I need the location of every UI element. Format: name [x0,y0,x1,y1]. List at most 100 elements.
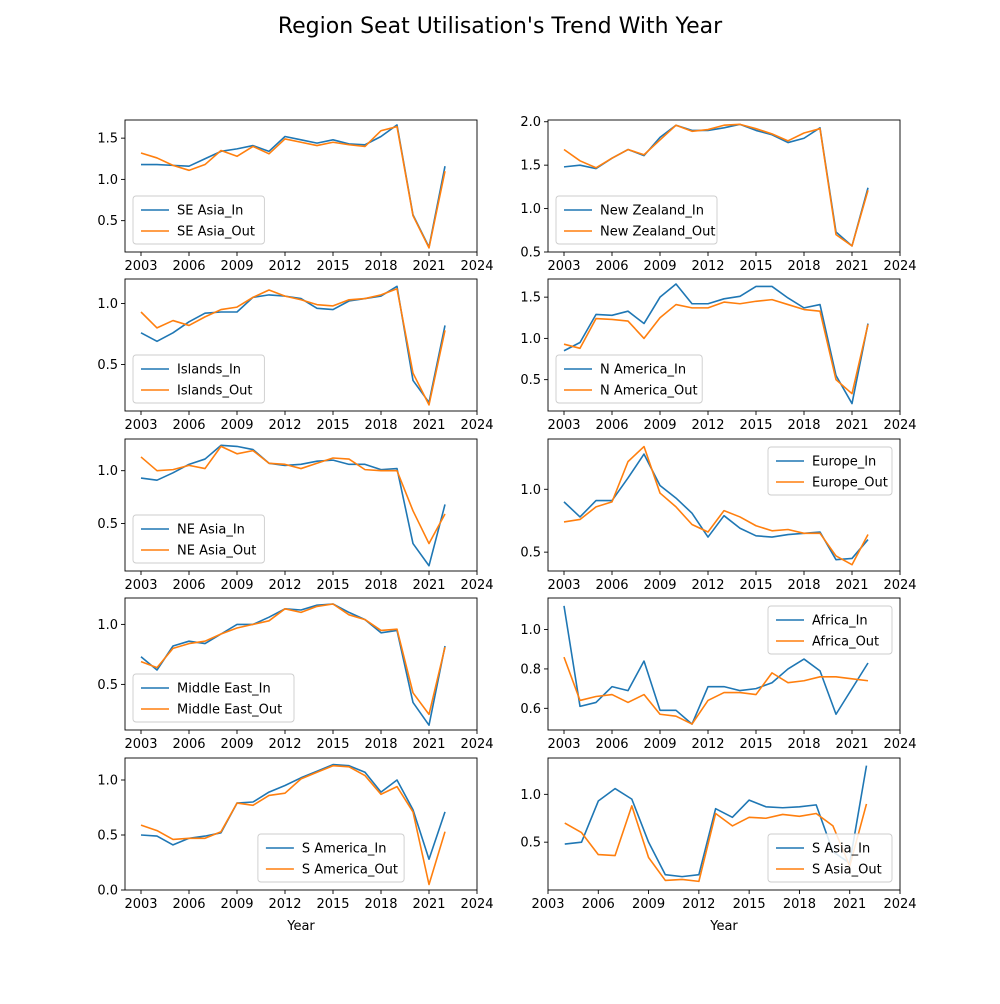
x-tick-label: 2021 [833,897,866,912]
x-tick-label: 2009 [220,259,253,274]
series-line-africa-out [563,656,869,725]
series-line-africa-in [563,605,869,725]
x-tick-label: 2009 [220,737,253,752]
x-tick-label: 2018 [364,737,397,752]
x-tick-label: 2003 [547,578,580,593]
x-tick-label: 2015 [739,737,772,752]
subplot-1: 2003 2006 2009 2012 2015 2018 2021 2024 0.5 1.0 1.… [97,119,494,274]
legend-box [767,605,893,655]
plot-frame [124,438,478,572]
legend-box [555,195,718,245]
series-line-se-asia-out [140,125,446,249]
x-tick-label: 2015 [316,897,349,912]
plot-frame [547,757,901,891]
legend-box [132,514,265,564]
legend-label: Middle East_Out [177,703,282,718]
y-tick-label: 0.6 [520,702,541,717]
y-tick-label: 1.0 [97,297,118,312]
plot-frame [547,438,901,572]
legend-box [132,195,265,245]
plot-frame [124,278,478,412]
x-tick-label: 2006 [595,578,628,593]
plot-frame [547,119,901,253]
legend-box [767,446,893,496]
x-tick-label: 2006 [582,897,615,912]
x-tick-label: 2003 [547,259,580,274]
series-line-islands-out [140,287,446,406]
plot-frame [124,119,478,253]
x-tick-label: 2003 [124,897,157,912]
x-tick-label: 2015 [316,578,349,593]
x-tick-label: 2012 [268,418,301,433]
legend-label: Islands_Out [177,384,253,399]
subplot-6: 2003 2006 2009 2012 2015 2018 2021 2024 0.5 1.0 Eu… [520,438,917,593]
y-tick-label: 1.0 [97,464,118,479]
x-tick-label: 2012 [268,259,301,274]
series-line-ne-asia-out [140,445,446,545]
x-tick-label: 2012 [691,578,724,593]
y-tick-label: 0.5 [520,373,541,388]
x-tick-label: 2024 [883,259,916,274]
x-tick-label: 2021 [412,737,445,752]
legend-label: Europe_Out [812,476,888,491]
plot-frame [547,278,901,412]
x-tick-label: 2015 [316,418,349,433]
series-line-s-america-out [140,764,446,886]
series-line-middle-east-out [140,603,446,716]
y-tick-label: 2.0 [520,115,541,130]
legend-label: SE Asia_Out [177,225,255,240]
x-axis-label: Year [286,919,315,934]
x-tick-label: 2015 [733,897,766,912]
x-axis-label: Year [709,919,738,934]
legend-label: S Asia_In [812,842,870,857]
legend: N America_In N America_Out [555,354,703,404]
x-tick-label: 2012 [691,418,724,433]
x-tick-label: 2021 [835,737,868,752]
legend-label: Middle East_In [177,682,271,697]
legend: SE Asia_In SE Asia_Out [132,195,265,245]
x-tick-label: 2024 [460,578,493,593]
legend-label: New Zealand_In [600,204,704,219]
x-tick-label: 2006 [172,418,205,433]
x-tick-label: 2003 [124,578,157,593]
x-tick-label: 2006 [595,418,628,433]
subplot-4: 2003 2006 2009 2012 2015 2018 2021 2024 0.5 1.0 1.… [520,278,917,433]
legend-label: S America_Out [302,863,398,878]
y-tick-label: 1.0 [520,788,541,803]
legend-label: N America_In [600,363,686,378]
x-tick-label: 2009 [220,897,253,912]
x-tick-label: 2012 [691,259,724,274]
x-tick-label: 2003 [124,259,157,274]
subplot-9: 2003 2006 2009 2012 2015 2018 2021 2024 0.0 0.5 1.… [97,757,494,934]
x-tick-label: 2024 [460,418,493,433]
x-tick-label: 2009 [220,578,253,593]
x-tick-label: 2015 [316,259,349,274]
x-tick-label: 2012 [691,737,724,752]
x-tick-label: 2018 [787,259,820,274]
x-tick-label: 2006 [595,737,628,752]
legend: Islands_In Islands_Out [132,354,265,404]
x-tick-label: 2003 [124,737,157,752]
x-tick-label: 2024 [460,737,493,752]
subplot-8: 2003 2006 2009 2012 2015 2018 2021 2024 0.6 0.8 1.… [520,597,917,752]
y-tick-label: 1.0 [520,483,541,498]
x-tick-label: 2009 [643,259,676,274]
x-tick-label: 2009 [643,418,676,433]
figure-title: Region Seat Utilisation's Trend With Yea… [277,14,723,39]
x-tick-label: 2018 [364,578,397,593]
x-tick-label: 2015 [739,418,772,433]
x-tick-label: 2018 [364,259,397,274]
legend-box [132,354,265,404]
y-tick-label: 0.5 [97,358,118,373]
x-tick-label: 2021 [835,578,868,593]
x-tick-label: 2024 [883,418,916,433]
series-line-n-america-in [563,283,869,405]
y-tick-label: 1.0 [520,623,541,638]
y-tick-label: 0.5 [520,546,541,561]
x-tick-label: 2012 [268,737,301,752]
legend-label: Africa_Out [812,635,879,650]
y-tick-label: 0.8 [520,662,541,677]
series-line-ne-asia-in [140,444,446,567]
x-tick-label: 2009 [220,418,253,433]
